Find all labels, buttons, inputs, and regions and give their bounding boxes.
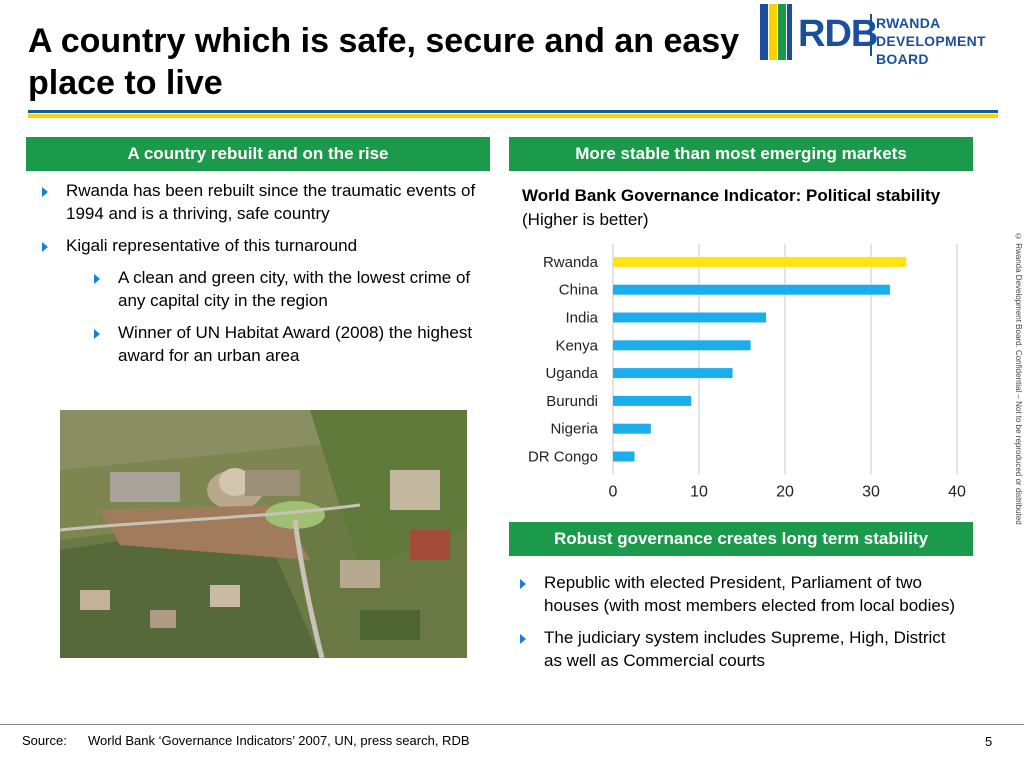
bar-dr-congo xyxy=(613,451,635,462)
aerial-city-photo xyxy=(60,410,467,658)
title-rule-blue xyxy=(28,110,998,113)
source-label: Source: xyxy=(22,733,67,748)
footer-rule xyxy=(0,724,1024,725)
bullet-arrow-icon xyxy=(520,634,526,644)
lower-right-bullet-list: Republic with elected President, Parliam… xyxy=(520,571,964,681)
bullet-arrow-icon xyxy=(94,274,100,284)
logo-stripe-blue-2 xyxy=(787,4,792,60)
category-label: Burundi xyxy=(546,393,598,410)
bar-uganda xyxy=(613,368,733,379)
list-item: The judiciary system includes Supreme, H… xyxy=(520,626,964,672)
category-label: Kenya xyxy=(555,337,598,354)
left-panel-header: A country rebuilt and on the rise xyxy=(26,137,490,171)
bullet-text: Republic with elected President, Parliam… xyxy=(544,573,955,615)
bar-nigeria xyxy=(613,423,651,434)
title-rule-yellow xyxy=(28,114,998,118)
rdb-logo: RDB RWANDA DEVELOPMENT BOARD xyxy=(760,4,1020,67)
bullet-arrow-icon xyxy=(42,242,48,252)
logo-name: RWANDA DEVELOPMENT BOARD xyxy=(876,14,1020,68)
bullet-arrow-icon xyxy=(94,329,100,339)
page-number: 5 xyxy=(985,734,993,749)
logo-line-1: RWANDA xyxy=(876,15,941,31)
bullet-text: Rwanda has been rebuilt since the trauma… xyxy=(66,181,476,223)
category-label: Nigeria xyxy=(550,421,598,438)
chart-title-bold: World Bank Governance Indicator: Politic… xyxy=(522,186,941,205)
logo-stripe-green xyxy=(778,4,786,60)
bar-kenya xyxy=(613,340,751,351)
x-tick-label: 30 xyxy=(862,483,880,500)
x-tick-label: 10 xyxy=(690,483,708,500)
category-label: China xyxy=(559,282,599,299)
bullet-text: A clean and green city, with the lowest … xyxy=(118,268,471,310)
bullet-text: Winner of UN Habitat Award (2008) the hi… xyxy=(118,323,473,365)
aerial-photo-illustration xyxy=(60,410,467,658)
left-sub-bullet-list: A clean and green city, with the lowest … xyxy=(94,266,478,376)
list-item: Republic with elected President, Parliam… xyxy=(520,571,964,617)
list-item: Rwanda has been rebuilt since the trauma… xyxy=(42,179,476,225)
logo-line-2: DEVELOPMENT BOARD xyxy=(876,33,986,67)
x-tick-label: 40 xyxy=(948,483,966,500)
bullet-arrow-icon xyxy=(520,579,526,589)
logo-abbr: RDB xyxy=(798,13,878,55)
chart-title: World Bank Governance Indicator: Politic… xyxy=(522,184,952,232)
logo-separator xyxy=(870,14,872,56)
category-label: India xyxy=(565,310,598,327)
chart-title-note: (Higher is better) xyxy=(522,210,649,229)
list-item: A clean and green city, with the lowest … xyxy=(94,266,478,312)
source-text: World Bank ‘Governance Indicators’ 2007,… xyxy=(88,733,470,748)
bullet-text: The judiciary system includes Supreme, H… xyxy=(544,628,946,670)
governance-bar-chart: 0 10 20 30 40 Rwanda China India Kenya Uganda Buru… xyxy=(528,244,966,500)
right-panel-header: More stable than most emerging markets xyxy=(509,137,973,171)
bullet-text: Kigali representative of this turnaround xyxy=(66,236,358,255)
bullet-arrow-icon xyxy=(42,187,48,197)
list-item: Winner of UN Habitat Award (2008) the hi… xyxy=(94,321,478,367)
bar-india xyxy=(613,312,767,323)
category-label: Rwanda xyxy=(543,254,599,271)
category-label: Uganda xyxy=(545,365,598,382)
logo-stripe-blue xyxy=(760,4,768,60)
page-title: A country which is safe, secure and an e… xyxy=(28,22,740,102)
bar-rwanda xyxy=(613,256,907,267)
logo-stripe-yellow xyxy=(769,4,777,60)
bar-china xyxy=(613,284,890,295)
x-tick-label: 20 xyxy=(776,483,794,500)
bar-burundi xyxy=(613,395,692,406)
confidentiality-note: © Rwanda Development Board. Confidential… xyxy=(1014,232,1023,525)
category-label: DR Congo xyxy=(528,449,598,466)
lower-right-header: Robust governance creates long term stab… xyxy=(509,522,973,556)
left-bullet-list: Rwanda has been rebuilt since the trauma… xyxy=(42,179,476,266)
list-item: Kigali representative of this turnaround xyxy=(42,234,476,257)
x-tick-label: 0 xyxy=(609,483,618,500)
